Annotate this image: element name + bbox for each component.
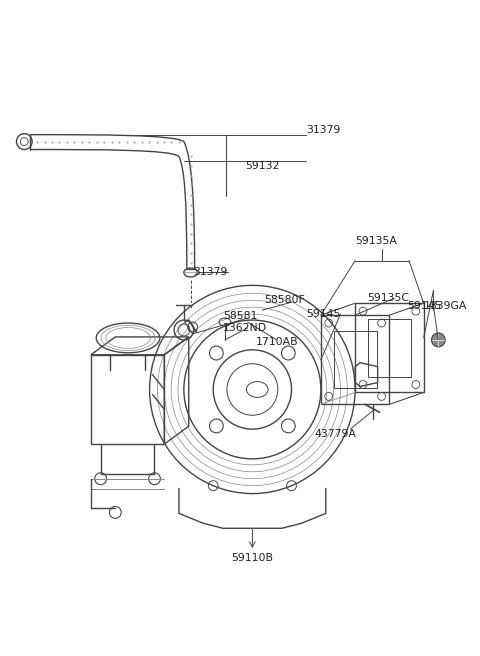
Text: 59145: 59145 [407, 301, 442, 311]
Text: 59135C: 59135C [367, 293, 409, 303]
Circle shape [432, 333, 445, 347]
Text: 59145: 59145 [306, 309, 341, 319]
Text: 59135A: 59135A [355, 236, 397, 246]
Text: 59110B: 59110B [231, 553, 274, 563]
Text: 1710AB: 1710AB [255, 337, 298, 347]
Text: 43779A: 43779A [314, 429, 356, 439]
Text: 1339GA: 1339GA [424, 301, 467, 311]
Text: 59132: 59132 [245, 161, 280, 171]
Text: 31379: 31379 [193, 268, 228, 277]
Text: 58580F: 58580F [264, 295, 305, 305]
Text: 58581: 58581 [223, 311, 257, 321]
Text: 31379: 31379 [306, 125, 341, 134]
Text: 1362ND: 1362ND [223, 323, 267, 333]
